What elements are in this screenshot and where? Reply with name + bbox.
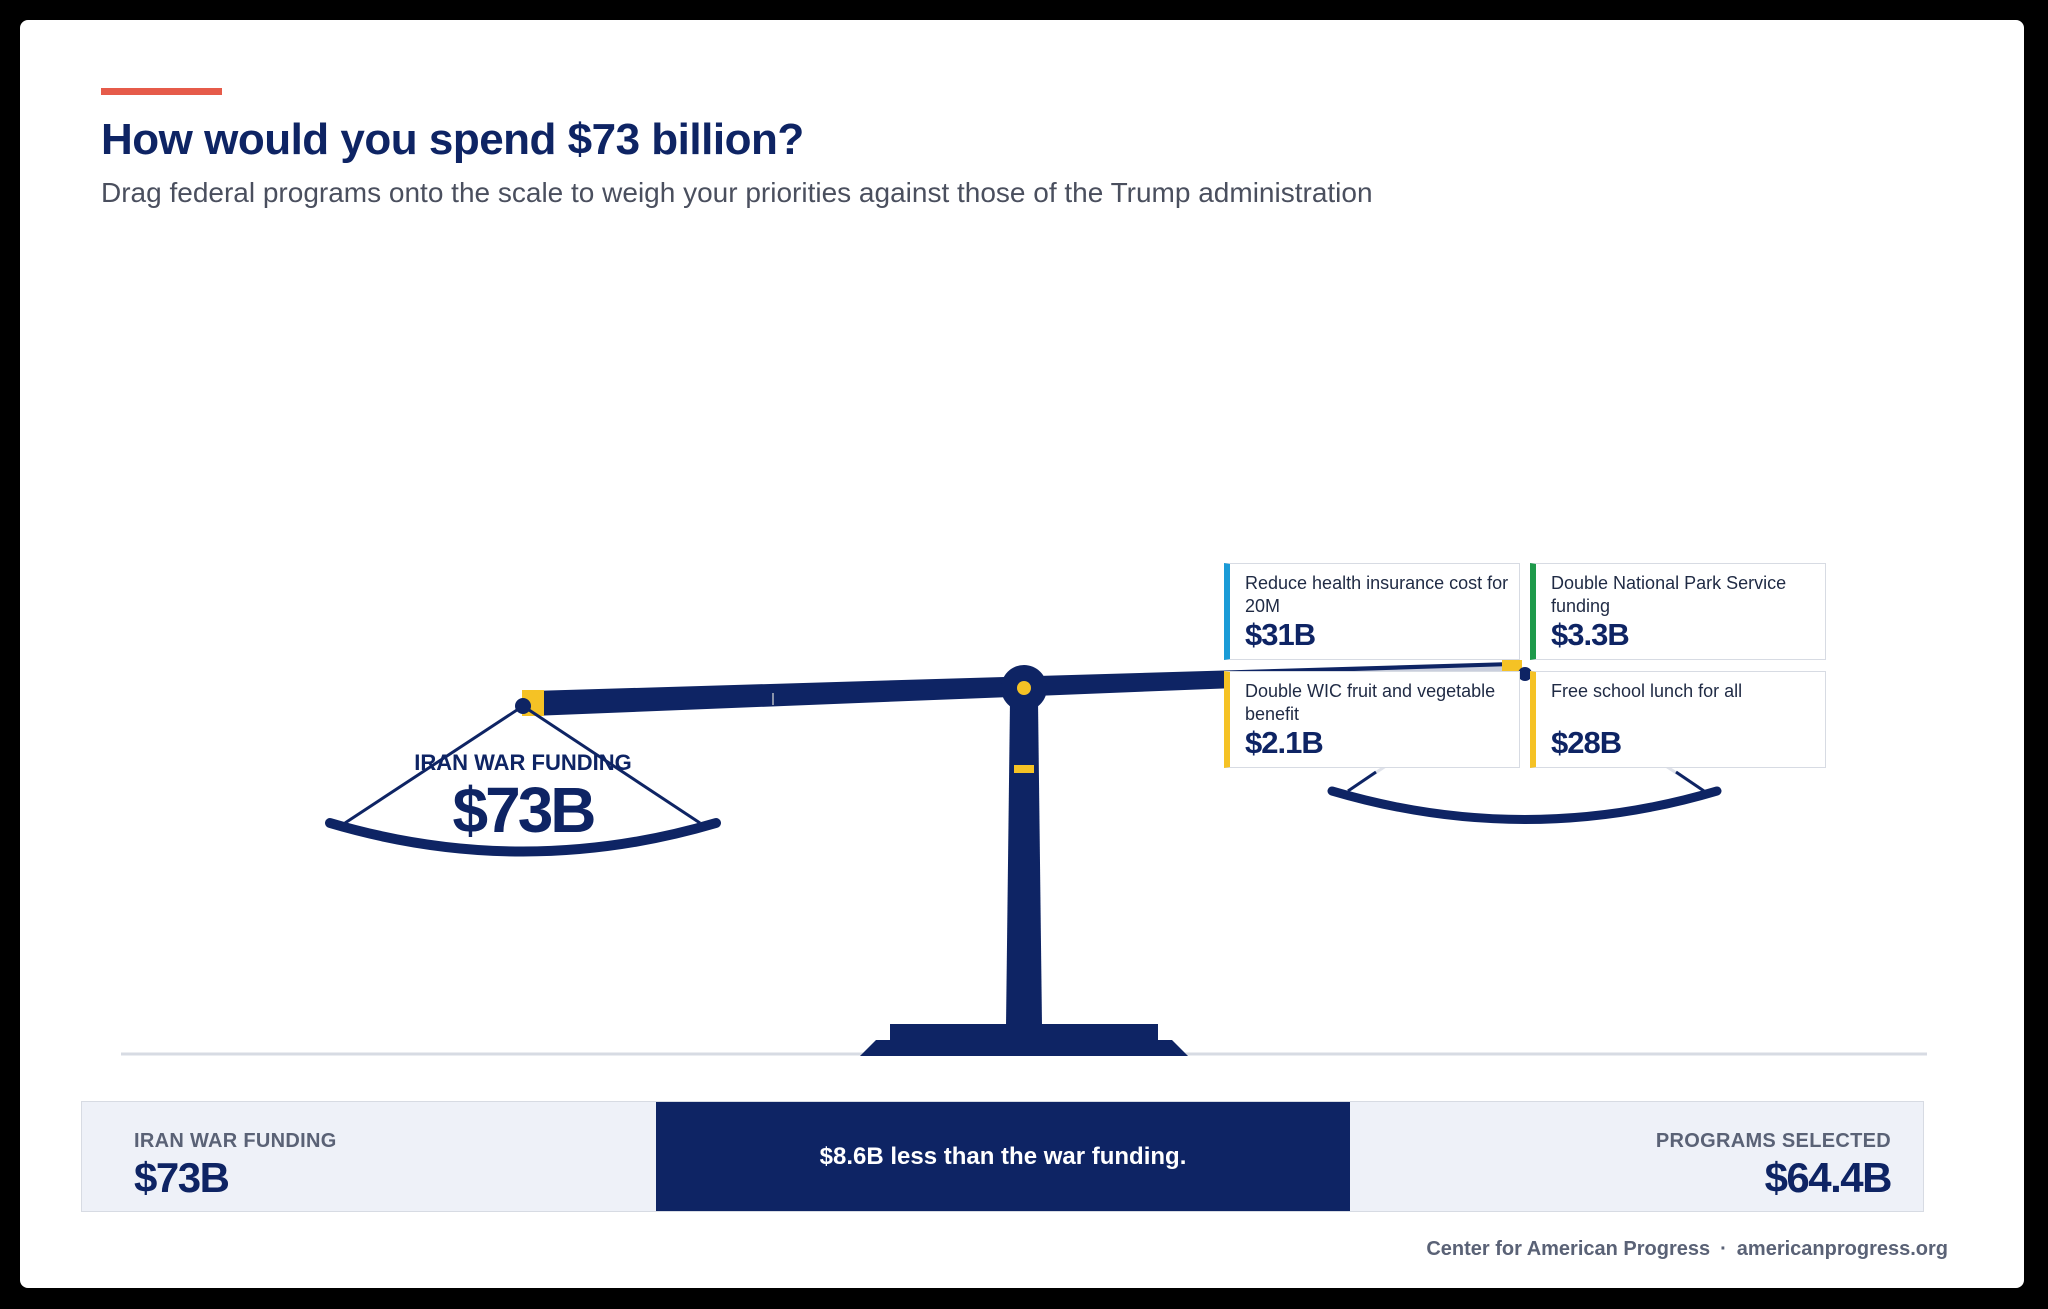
footer-url[interactable]: americanprogress.org	[1736, 1238, 1948, 1260]
left-pan-string	[522, 704, 701, 825]
program-card-health-insurance[interactable]: Reduce health insurance cost for 20M $31…	[1224, 563, 1520, 660]
left-pan-label: IRAN WAR FUNDING	[414, 750, 632, 775]
program-label: Free school lunch for all	[1551, 681, 1743, 701]
pillar-marker	[1014, 765, 1034, 773]
program-value: $28B	[1551, 725, 1622, 760]
right-pan-hook	[1518, 667, 1532, 681]
summary-bar: IRAN WAR FUNDING $73B $8.6B less than th…	[81, 1101, 1924, 1212]
program-value: $31B	[1245, 617, 1316, 652]
accent-bar	[101, 88, 222, 95]
beam-right-cap	[1502, 660, 1522, 672]
scale-base-top	[890, 1024, 1158, 1042]
page-subtitle: Drag federal programs onto the scale to …	[101, 177, 1373, 208]
footer-credit: Center for American Progress · americanpro…	[1426, 1238, 1948, 1261]
program-label: Double National Park Service funding	[1551, 573, 1787, 616]
program-label: Double WIC fruit and vegetable benefit	[1245, 681, 1496, 724]
summary-right-value: $64.4B	[1764, 1154, 1893, 1201]
summary-left-value: $73B	[134, 1154, 230, 1201]
summary-left-label: IRAN WAR FUNDING	[134, 1130, 337, 1152]
program-card-wic-benefit[interactable]: Double WIC fruit and vegetable benefit $…	[1224, 671, 1520, 768]
program-card-national-parks[interactable]: Double National Park Service funding $3.…	[1530, 563, 1826, 660]
left-pan-hook	[515, 698, 531, 714]
footer-org: Center for American Progress	[1426, 1238, 1711, 1260]
left-pan-value: $73B	[453, 774, 595, 846]
left-pan	[325, 818, 721, 857]
program-value: $3.3B	[1551, 617, 1630, 652]
right-pan-string-end	[1675, 770, 1705, 793]
summary-difference: $8.6B less than the war funding.	[656, 1102, 1350, 1211]
right-pan-string-end	[1347, 770, 1377, 793]
scale-base	[860, 1040, 1188, 1056]
scale-pillar	[1006, 700, 1042, 1026]
left-pan-string	[344, 704, 524, 825]
pivot-center	[1017, 681, 1031, 695]
program-label: Reduce health insurance cost for 20M	[1245, 573, 1509, 616]
summary-right-label: PROGRAMS SELECTED	[1655, 1130, 1891, 1152]
right-pan	[1327, 786, 1722, 824]
program-card-school-lunch[interactable]: Free school lunch for all $28B	[1530, 671, 1826, 768]
program-value: $2.1B	[1245, 725, 1324, 760]
footer-separator: ·	[1720, 1238, 1727, 1260]
page-title: How would you spend $73 billion?	[101, 115, 804, 164]
